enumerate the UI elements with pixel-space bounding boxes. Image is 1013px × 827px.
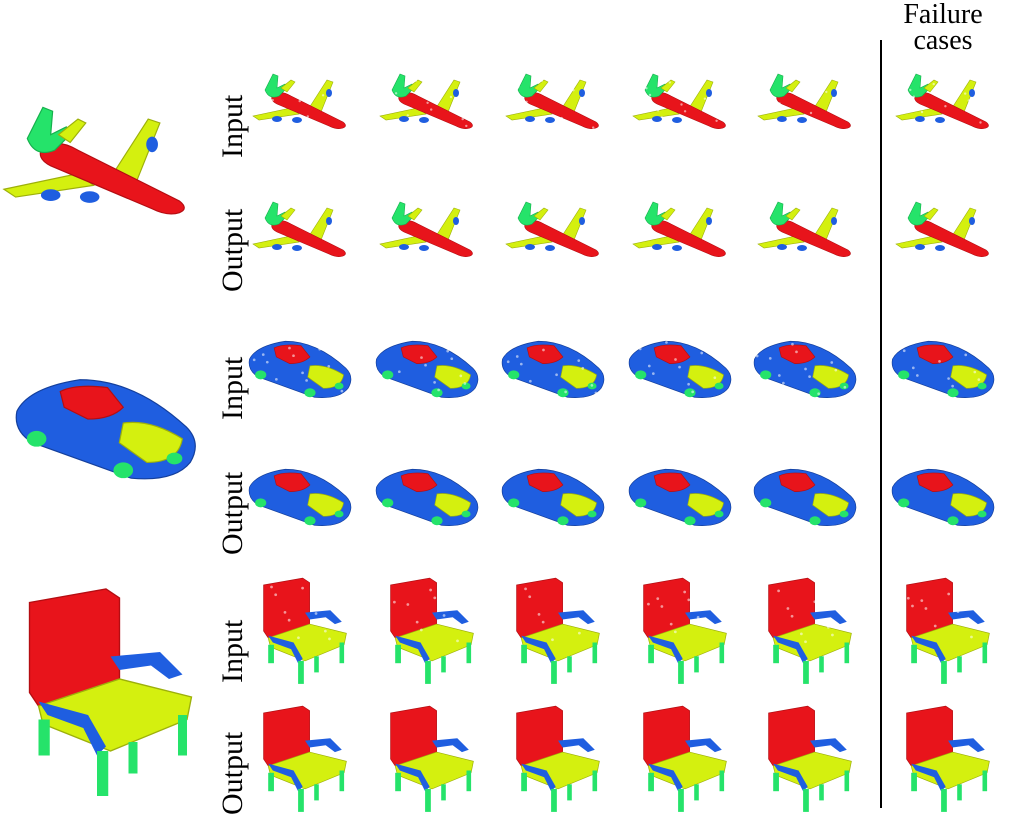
car-input-sample-3	[501, 340, 605, 399]
car-output-sample-1	[248, 468, 352, 527]
failure-cases-header: Failure cases	[888, 0, 998, 56]
car-input-sample-2	[375, 340, 480, 399]
chair-output-sample-3	[516, 705, 600, 813]
chair-input-sample-3	[516, 577, 622, 685]
airplane-output-sample-2	[379, 201, 473, 258]
failure-cases-line1: Failure	[903, 0, 983, 30]
row-label-airplane-input: Input	[216, 94, 249, 158]
car-output-sample-4	[628, 468, 732, 527]
failure-divider-line	[880, 40, 882, 808]
car-input-sample-4	[628, 339, 732, 399]
chair-input-failure-case	[906, 577, 1004, 685]
row-label-chair-output: Output	[216, 731, 249, 815]
airplane-input-sample-4	[632, 73, 726, 130]
chair-output-failure-case	[906, 705, 990, 813]
chair-input-sample-1	[263, 577, 368, 685]
reference-car	[15, 378, 197, 480]
airplane-input-failure-case	[895, 73, 990, 130]
car-output-sample-5	[753, 468, 857, 527]
airplane-output-sample-4	[632, 201, 726, 258]
airplane-output-sample-1	[252, 201, 346, 258]
airplane-input-sample-5	[757, 73, 851, 130]
airplane-input-sample-2	[379, 73, 473, 130]
airplane-output-sample-5	[757, 201, 851, 258]
chair-output-sample-1	[263, 705, 347, 813]
row-label-car-output: Output	[216, 471, 249, 555]
car-output-sample-2	[375, 468, 479, 527]
car-output-failure-case	[891, 468, 995, 527]
chair-input-sample-4	[643, 577, 750, 685]
car-input-sample-1	[248, 340, 353, 399]
airplane-output-failure-case	[895, 201, 989, 258]
car-output-sample-3	[501, 468, 605, 527]
airplane-input-sample-1	[252, 73, 346, 130]
airplane-output-sample-3	[505, 201, 599, 258]
chair-output-sample-2	[390, 705, 474, 813]
chair-output-sample-5	[768, 705, 852, 813]
chair-output-sample-4	[643, 705, 727, 813]
row-label-chair-input: Input	[216, 619, 249, 683]
row-label-car-input: Input	[216, 356, 249, 420]
chair-input-sample-2	[390, 577, 490, 685]
airplane-input-sample-3	[505, 73, 599, 130]
reference-airplane	[2, 106, 186, 215]
chair-input-sample-5	[768, 577, 871, 685]
row-label-airplane-output: Output	[216, 208, 249, 292]
car-input-sample-5	[753, 340, 857, 399]
failure-cases-line2: cases	[913, 25, 973, 56]
car-input-failure-case	[891, 340, 995, 399]
reference-chair	[28, 587, 193, 798]
